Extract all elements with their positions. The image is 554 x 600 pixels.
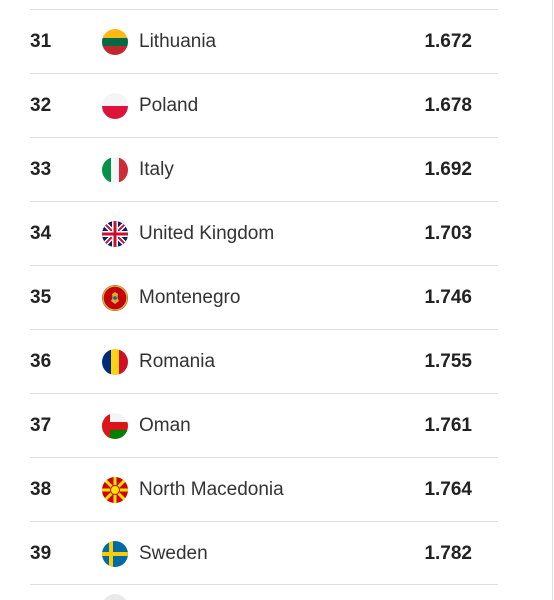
rank-number: 37 — [30, 415, 52, 436]
rank-number: 36 — [30, 351, 52, 372]
country-name: Romania — [139, 351, 216, 372]
country-name: North Macedonia — [139, 479, 284, 500]
rank-number: 39 — [30, 543, 52, 564]
score-value: 1.782 — [424, 543, 472, 564]
romania-flag-icon — [102, 349, 128, 375]
rank-number: 35 — [30, 287, 52, 308]
table-row: 35 Montenegro 1.746 — [30, 265, 498, 329]
table-row: 37 Oman 1.761 — [30, 393, 498, 457]
rankings-table: 31 Lithuania 1.672 32 Poland 1.678 — [30, 9, 498, 585]
table-row: 32 Poland 1.678 — [30, 73, 498, 137]
table-row: 38 North Maced — [30, 457, 498, 521]
montenegro-flag-icon — [102, 285, 128, 311]
score-value: 1.678 — [424, 95, 472, 116]
poland-flag-icon — [102, 93, 128, 119]
north-macedonia-flag-icon — [102, 477, 128, 503]
score-value: 1.761 — [424, 415, 472, 436]
scrollbar-edge — [552, 0, 553, 600]
rank-number: 32 — [30, 95, 52, 116]
next-row-flag-peek — [102, 594, 128, 600]
rank-number: 33 — [30, 159, 52, 180]
country-name: Oman — [139, 415, 191, 436]
score-value: 1.672 — [424, 31, 472, 52]
table-row: 33 Italy 1.692 — [30, 137, 498, 201]
table-row: 34 United Kingdom 1.703 — [30, 201, 498, 265]
sweden-flag-icon — [102, 541, 128, 567]
rank-number: 34 — [30, 223, 52, 244]
table-row: 39 Sweden 1.782 — [30, 521, 498, 585]
lithuania-flag-icon — [102, 29, 128, 55]
score-value: 1.746 — [424, 287, 472, 308]
score-value: 1.755 — [424, 351, 472, 372]
country-name: United Kingdom — [139, 223, 275, 244]
table-row: 36 Romania 1.755 — [30, 329, 498, 393]
score-value: 1.692 — [424, 159, 472, 180]
table-row: 31 Lithuania 1.672 — [30, 9, 498, 73]
oman-flag-icon — [102, 413, 128, 439]
rank-number: 31 — [30, 31, 52, 52]
country-name: Lithuania — [139, 31, 217, 52]
united-kingdom-flag-icon — [102, 221, 128, 247]
country-name: Montenegro — [139, 287, 241, 308]
italy-flag-icon — [102, 157, 128, 183]
rank-number: 38 — [30, 479, 52, 500]
flag-icon — [102, 594, 128, 600]
score-value: 1.764 — [424, 479, 472, 500]
score-value: 1.703 — [424, 223, 472, 244]
country-name: Italy — [139, 159, 174, 180]
country-name: Poland — [139, 95, 199, 116]
country-name: Sweden — [139, 543, 208, 564]
